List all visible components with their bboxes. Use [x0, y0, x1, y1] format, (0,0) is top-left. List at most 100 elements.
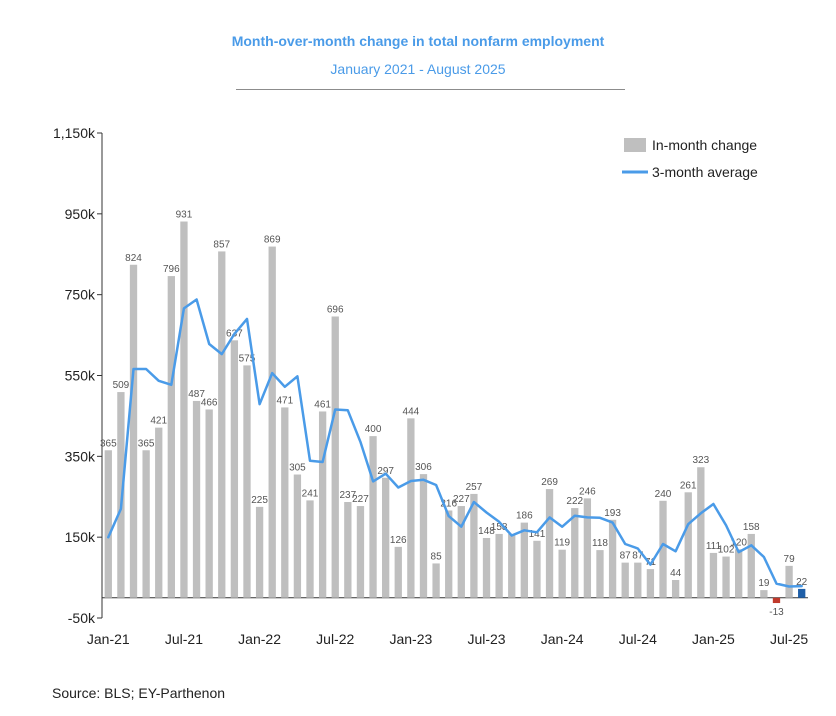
bar-data-label: 824	[125, 253, 142, 264]
bar	[167, 276, 175, 598]
bar	[722, 556, 730, 598]
bar-data-label: 487	[188, 389, 205, 400]
x-tick-label: Jan-25	[692, 631, 735, 647]
bar-data-label: 306	[415, 462, 432, 473]
bar-data-label: 141	[529, 529, 546, 540]
bar	[293, 474, 302, 598]
y-tick-label: -50k	[68, 610, 96, 626]
chart-title: Month-over-month change in total nonfarm…	[231, 33, 605, 49]
bar-data-label: 400	[365, 424, 382, 435]
bar	[533, 540, 541, 598]
x-tick-label: Jan-22	[238, 631, 281, 647]
line-series	[107, 298, 803, 588]
bar-data-label: 85	[431, 551, 443, 562]
bar-data-label: 297	[377, 466, 394, 477]
bar	[772, 597, 781, 604]
bar-data-label: 119	[554, 538, 570, 549]
bar-data-label: 857	[213, 239, 230, 250]
bar-data-label: 796	[163, 264, 180, 275]
bar	[684, 492, 692, 598]
y-axis: -50k 150k 350k 550k 750k 950k 1,150k	[53, 125, 103, 626]
bar	[407, 418, 415, 598]
x-tick-label: Jul-22	[316, 631, 354, 647]
bar	[281, 407, 289, 598]
source-note: Source: BLS; EY-Parthenon	[52, 685, 226, 701]
bar-data-label: 466	[201, 397, 218, 408]
bar-data-label: 509	[113, 380, 130, 391]
bar-data-label: 365	[100, 438, 117, 449]
bar	[192, 400, 201, 598]
bar	[760, 590, 768, 598]
y-tick-label: 150k	[65, 529, 96, 545]
bar-data-label: 421	[150, 416, 167, 427]
bar	[508, 533, 516, 598]
bar-data-label: 931	[176, 210, 193, 221]
y-tick-label: 350k	[65, 448, 96, 464]
bar-data-label: 111	[706, 541, 722, 552]
bar-data-label: 225	[251, 495, 268, 506]
bar	[104, 450, 112, 598]
y-tick-label: 1,150k	[53, 125, 96, 141]
bar	[218, 251, 226, 598]
x-tick-label: Jul-25	[770, 631, 808, 647]
bar	[470, 493, 478, 598]
bar	[306, 500, 314, 598]
bar-data-label: 696	[327, 304, 344, 315]
bar	[558, 549, 566, 598]
chart-subtitle: January 2021 - August 2025	[330, 61, 506, 77]
bar	[621, 562, 629, 598]
bar	[798, 588, 806, 598]
bar	[432, 563, 440, 598]
bar	[495, 533, 503, 598]
bar	[709, 552, 718, 598]
bar-data-label: 257	[466, 482, 483, 493]
x-tick-label: Jul-23	[467, 631, 505, 647]
bar	[697, 467, 705, 598]
bar	[205, 409, 213, 598]
bar	[268, 246, 276, 598]
bar	[369, 436, 377, 598]
bar	[634, 562, 642, 598]
bar	[230, 340, 239, 598]
x-tick-label: Jan-24	[541, 631, 584, 647]
bar	[520, 522, 528, 598]
x-tick-label: Jul-24	[619, 631, 657, 647]
bar	[482, 537, 491, 598]
bar	[356, 506, 365, 598]
legend: In-month change 3-month average	[622, 137, 758, 180]
average-line	[107, 298, 803, 588]
bar	[129, 264, 138, 598]
bar-data-label: 575	[239, 353, 256, 364]
bar-data-label: 87	[620, 551, 632, 562]
x-tick-label: Jan-21	[87, 631, 130, 647]
bar	[747, 533, 755, 598]
bar	[142, 450, 150, 598]
bar-data-label: 237	[339, 490, 356, 501]
bar	[735, 549, 743, 598]
bar-data-label: 87	[632, 551, 644, 562]
bar-data-label: 186	[516, 511, 533, 522]
bar-data-label: 246	[579, 486, 596, 497]
bar-data-label: 216	[440, 498, 457, 509]
bar	[344, 502, 352, 598]
bar-data-label: 305	[289, 463, 306, 474]
bar-data-label: 158	[491, 522, 508, 533]
bar-data-label: 148	[478, 526, 495, 537]
x-tick-label: Jan-23	[389, 631, 432, 647]
bar-data-label: 261	[680, 480, 697, 491]
bar-data-label: 102	[718, 545, 735, 556]
title-divider	[236, 89, 625, 90]
bar-data-label: 323	[692, 455, 709, 466]
bar-data-label: 444	[403, 406, 420, 417]
bar-data-label: 120	[730, 537, 747, 548]
legend-label-bars: In-month change	[652, 137, 757, 153]
bar	[382, 477, 390, 598]
bar-data-label: 269	[541, 477, 558, 488]
y-tick-label: 750k	[65, 287, 96, 303]
bar-data-label: 19	[758, 578, 770, 589]
bar-data-label: 365	[138, 438, 155, 449]
bar	[671, 580, 680, 598]
bar	[583, 498, 592, 598]
bar	[394, 546, 402, 598]
bar-data-label: 118	[592, 538, 608, 549]
